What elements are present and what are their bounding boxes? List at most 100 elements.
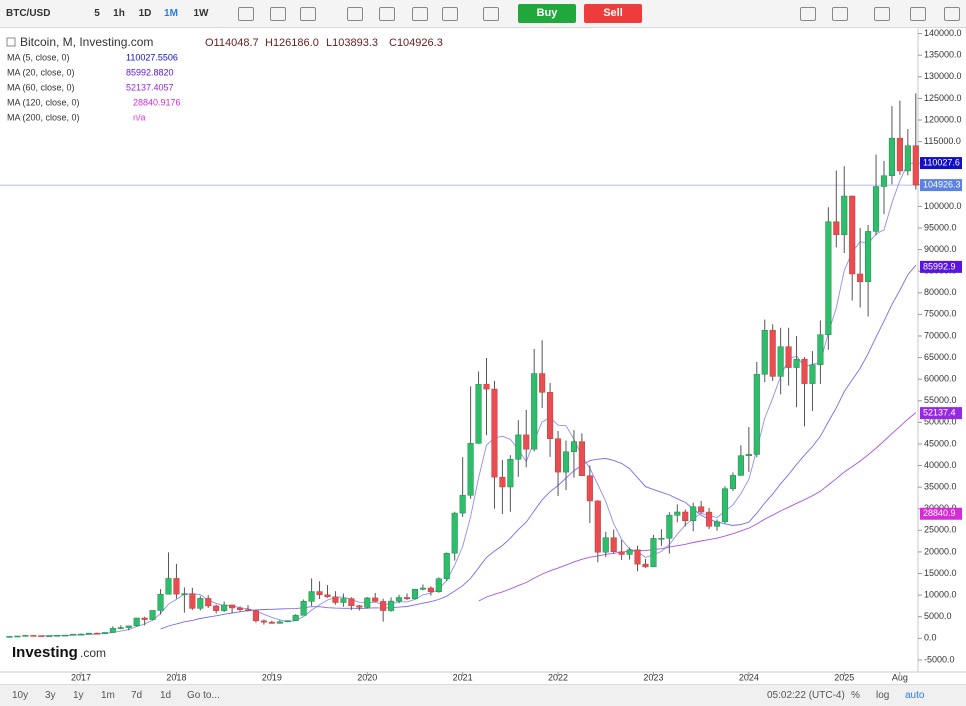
ma-value: n/a bbox=[133, 112, 146, 122]
x-tick-label: 2017 bbox=[71, 672, 91, 682]
price-tag-label: 110027.6 bbox=[923, 157, 960, 167]
ma-name: MA (5, close, 0) bbox=[7, 52, 70, 62]
candle-body bbox=[93, 632, 101, 635]
ma-line bbox=[478, 412, 917, 602]
candle-body bbox=[849, 195, 856, 275]
ma-value: 52137.4057 bbox=[126, 82, 174, 92]
y-tick-label: 10000.0 bbox=[924, 589, 957, 599]
icon[interactable] bbox=[832, 7, 848, 21]
candle-body bbox=[547, 392, 554, 440]
candle-body bbox=[268, 621, 275, 624]
candle-body bbox=[562, 451, 570, 473]
ma-name: MA (120, close, 0) bbox=[7, 97, 80, 107]
candle-body bbox=[117, 627, 124, 629]
y-tick-label: 115000.0 bbox=[924, 136, 961, 146]
y-tick-label: 5000.0 bbox=[924, 611, 952, 621]
price-tag-label: 52137.4 bbox=[923, 407, 956, 417]
candle-body bbox=[427, 587, 434, 592]
candle-body bbox=[22, 635, 29, 637]
candle-body bbox=[109, 628, 116, 633]
price-tag bbox=[920, 260, 962, 273]
candle-body bbox=[324, 594, 331, 598]
interval-button[interactable]: 5 bbox=[94, 8, 100, 19]
candle-body bbox=[507, 458, 514, 488]
option-button[interactable]: % bbox=[851, 690, 860, 701]
icon[interactable] bbox=[300, 7, 316, 21]
icon[interactable] bbox=[379, 7, 395, 21]
y-tick-label: 55000.0 bbox=[924, 395, 957, 405]
candle-body bbox=[165, 578, 172, 595]
y-tick-label: 90000.0 bbox=[924, 244, 957, 254]
candle-body bbox=[284, 620, 291, 623]
candle-body bbox=[896, 137, 903, 172]
icon[interactable] bbox=[442, 7, 458, 21]
icon[interactable] bbox=[910, 7, 926, 21]
chart: 140000.0 135000.0 130000.0 125000.0 120000.0… bbox=[0, 28, 966, 682]
icon[interactable] bbox=[944, 7, 960, 21]
y-tick-label: 125000.0 bbox=[924, 93, 962, 103]
sell-button[interactable]: Sell bbox=[584, 4, 642, 23]
bottom-bar: 10y 3y 1y 1m 7d 1d Go to... 05:02:22 (UTC-4)% lo… bbox=[0, 684, 966, 706]
range-button[interactable]: 3y bbox=[45, 690, 56, 701]
icon[interactable] bbox=[270, 7, 286, 21]
candle-body bbox=[761, 329, 768, 375]
x-tick-label: 2024 bbox=[739, 672, 759, 682]
icon[interactable] bbox=[412, 7, 428, 21]
candle-body bbox=[666, 515, 673, 539]
icon[interactable] bbox=[347, 7, 363, 21]
candle-body bbox=[777, 346, 784, 377]
candle-body bbox=[173, 578, 180, 595]
candle-body bbox=[372, 597, 379, 602]
range-button[interactable]: 7d bbox=[131, 690, 143, 701]
price-tag bbox=[920, 507, 962, 520]
range-button[interactable]: 1y bbox=[73, 690, 84, 701]
candle-body bbox=[753, 374, 760, 455]
icon[interactable] bbox=[800, 7, 816, 21]
option-button[interactable]: auto bbox=[905, 690, 925, 701]
price-tag bbox=[920, 407, 962, 420]
candle-body bbox=[888, 137, 896, 176]
candle-body bbox=[38, 635, 45, 637]
candle-body bbox=[459, 495, 466, 514]
candle-body bbox=[698, 506, 705, 513]
option-button[interactable]: log bbox=[876, 690, 890, 701]
icon[interactable] bbox=[874, 7, 890, 21]
x-tick-label: 2022 bbox=[548, 672, 568, 682]
range-button[interactable]: 10y bbox=[12, 690, 29, 701]
buy-button[interactable]: Buy bbox=[518, 4, 576, 23]
interval-button[interactable]: 1D bbox=[138, 8, 152, 19]
candle-body bbox=[356, 605, 363, 608]
candle-body bbox=[594, 500, 601, 553]
interval-button[interactable]: 1h bbox=[113, 8, 125, 19]
candle-body bbox=[873, 186, 880, 232]
icon[interactable] bbox=[483, 7, 499, 21]
candle-body bbox=[125, 625, 132, 628]
candle-body bbox=[133, 617, 140, 627]
range-button[interactable]: 1d bbox=[160, 690, 172, 701]
candle-body bbox=[650, 538, 657, 568]
y-tick-label: 40000.0 bbox=[924, 460, 957, 470]
candle-body bbox=[642, 563, 649, 568]
range-button[interactable]: 1m bbox=[101, 690, 115, 701]
icon[interactable] bbox=[238, 7, 254, 21]
interval-button[interactable]: 1M bbox=[164, 8, 178, 19]
candle-body bbox=[857, 273, 864, 283]
candle-body bbox=[880, 175, 888, 187]
candle-body bbox=[364, 597, 371, 608]
candle-body bbox=[555, 438, 562, 473]
y-tick-label: 35000.0 bbox=[924, 482, 957, 492]
interval-button[interactable]: 1W bbox=[193, 8, 209, 19]
legend-box bbox=[6, 37, 16, 47]
goto-button[interactable]: Go to... bbox=[187, 690, 220, 701]
y-tick-label: 60000.0 bbox=[924, 374, 957, 384]
candle-body bbox=[396, 597, 403, 602]
candle-body bbox=[491, 388, 498, 478]
candle-body bbox=[602, 537, 609, 553]
price-tag-label: 85992.9 bbox=[923, 261, 956, 271]
candle-body bbox=[523, 434, 530, 450]
x-tick-label: 2019 bbox=[262, 672, 282, 682]
candle-body bbox=[515, 434, 522, 460]
candle-body bbox=[809, 364, 816, 384]
symbol[interactable]: BTC/USD bbox=[6, 8, 51, 19]
candle-body bbox=[244, 609, 252, 612]
